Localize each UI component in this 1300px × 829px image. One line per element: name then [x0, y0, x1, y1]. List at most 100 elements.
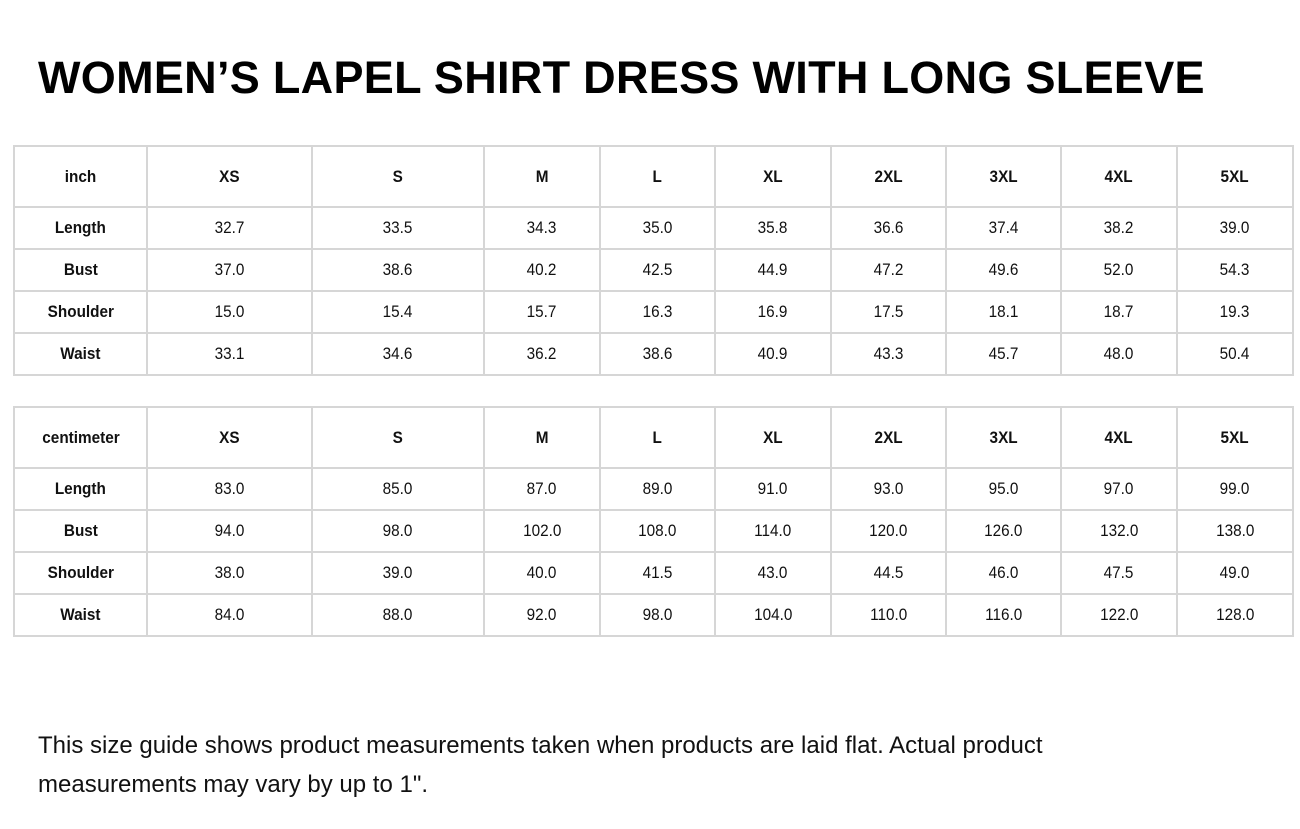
measurement-cell: 98.0	[599, 593, 716, 637]
measurement-cell: 40.9	[714, 332, 832, 376]
measurement-cell: 99.0	[1176, 467, 1294, 511]
measurement-cell: 95.0	[945, 467, 1062, 511]
measurement-cell-text: 49.0	[1220, 563, 1250, 582]
measurement-cell: 87.0	[483, 467, 601, 511]
measurement-cell: 38.6	[311, 248, 485, 292]
measurement-cell: 37.0	[146, 248, 313, 292]
measurement-cell-text: 120.0	[869, 521, 908, 540]
measurement-cell: 44.5	[830, 551, 947, 595]
measurement-cell-text: 114.0	[754, 521, 792, 540]
measurement-cell-text: 15.7	[527, 302, 557, 321]
measurement-cell: 33.1	[146, 332, 313, 376]
row-label-text: Shoulder	[47, 563, 114, 582]
measurement-cell-text: 16.9	[758, 302, 788, 321]
table-row: Shoulder 38.0 39.0 40.0 41.5 43.0 44.5 46.0 47.5…	[13, 551, 1294, 595]
measurement-cell-text: 102.0	[522, 521, 562, 540]
measurement-cell-text: 99.0	[1220, 479, 1250, 498]
size-header-text: 2XL	[874, 166, 903, 186]
measurement-cell: 41.5	[599, 551, 716, 595]
measurement-cell-text: 47.5	[1104, 563, 1134, 582]
measurement-cell: 54.3	[1176, 248, 1294, 292]
header-row: inch XS S M L XL 2XL 3XL 4XL 5XL	[13, 145, 1294, 208]
row-label-text: Waist	[60, 605, 101, 624]
measurement-cell-text: 87.0	[527, 479, 557, 498]
measurement-cell-text: 108.0	[638, 521, 677, 540]
measurement-cell-text: 54.3	[1220, 260, 1250, 279]
size-header-text: L	[652, 427, 663, 447]
size-header-text: 4XL	[1104, 166, 1134, 186]
measurement-cell-text: 19.3	[1220, 302, 1250, 321]
measurement-cell: 49.0	[1176, 551, 1294, 595]
measurement-cell: 47.5	[1060, 551, 1178, 595]
measurement-cell: 16.9	[714, 290, 832, 334]
measurement-cell-text: 38.6	[383, 260, 413, 279]
measurement-cell: 15.0	[146, 290, 313, 334]
measurement-cell: 38.6	[599, 332, 716, 376]
measurement-cell-text: 93.0	[873, 479, 904, 498]
measurement-cell: 94.0	[146, 509, 313, 553]
row-label: Waist	[13, 332, 148, 376]
measurement-cell-text: 138.0	[1215, 521, 1255, 540]
measurement-cell: 18.7	[1060, 290, 1178, 334]
measurement-cell-text: 92.0	[527, 605, 557, 624]
row-label: Shoulder	[13, 290, 148, 334]
measurement-cell: 35.8	[714, 206, 832, 250]
row-label: Length	[13, 206, 148, 250]
measurement-cell-text: 44.5	[873, 563, 904, 582]
measurement-cell-text: 50.4	[1220, 344, 1250, 363]
row-label-text: Shoulder	[47, 302, 114, 321]
size-header-text: 3XL	[989, 427, 1018, 447]
measurement-cell-text: 116.0	[984, 605, 1023, 624]
size-header-text: XL	[763, 427, 783, 447]
size-header: 3XL	[945, 145, 1062, 208]
measurement-cell-text: 36.2	[527, 344, 557, 363]
measurement-cell: 15.7	[483, 290, 601, 334]
measurement-cell-text: 17.5	[873, 302, 904, 321]
size-header-text: L	[652, 166, 663, 186]
measurement-cell: 34.6	[311, 332, 485, 376]
measurement-cell: 85.0	[311, 467, 485, 511]
row-label-text: Bust	[63, 521, 98, 540]
measurement-cell-text: 37.0	[214, 260, 245, 279]
measurement-cell: 93.0	[830, 467, 947, 511]
measurement-cell: 97.0	[1060, 467, 1178, 511]
size-header: S	[311, 145, 485, 208]
measurement-cell-text: 48.0	[1104, 344, 1134, 363]
measurement-cell: 39.0	[1176, 206, 1294, 250]
measurement-cell-text: 89.0	[642, 479, 673, 498]
size-header: L	[599, 145, 716, 208]
measurement-cell: 122.0	[1060, 593, 1178, 637]
size-header: M	[483, 406, 601, 469]
measurement-cell: 116.0	[945, 593, 1062, 637]
size-header: L	[599, 406, 716, 469]
measurement-cell: 35.0	[599, 206, 716, 250]
unit-header-text: inch	[64, 166, 97, 186]
measurement-cell: 32.7	[146, 206, 313, 250]
measurement-cell-text: 40.9	[758, 344, 788, 363]
size-header: 2XL	[830, 406, 947, 469]
measurement-cell: 114.0	[714, 509, 832, 553]
measurement-cell: 89.0	[599, 467, 716, 511]
row-label-text: Bust	[63, 260, 98, 279]
measurement-cell: 16.3	[599, 290, 716, 334]
measurement-cell-text: 16.3	[642, 302, 673, 321]
size-header: XS	[146, 145, 313, 208]
unit-header: centimeter	[13, 406, 148, 469]
size-header-text: XL	[763, 166, 783, 186]
measurement-cell: 46.0	[945, 551, 1062, 595]
measurement-cell: 128.0	[1176, 593, 1294, 637]
size-table-centimeter: centimeter XS S M L XL 2XL 3XL 4XL 5XL Length 83.0 8…	[13, 406, 1294, 637]
measurement-cell-text: 122.0	[1099, 605, 1139, 624]
measurement-cell: 34.3	[483, 206, 601, 250]
measurement-cell: 40.2	[483, 248, 601, 292]
measurement-cell: 92.0	[483, 593, 601, 637]
measurement-cell-text: 44.9	[758, 260, 788, 279]
measurement-cell-text: 95.0	[988, 479, 1019, 498]
measurement-cell: 126.0	[945, 509, 1062, 553]
measurement-cell: 91.0	[714, 467, 832, 511]
row-label: Bust	[13, 248, 148, 292]
measurement-cell: 132.0	[1060, 509, 1178, 553]
row-label-text: Waist	[60, 344, 101, 363]
size-header-text: M	[535, 427, 549, 447]
measurement-cell: 50.4	[1176, 332, 1294, 376]
